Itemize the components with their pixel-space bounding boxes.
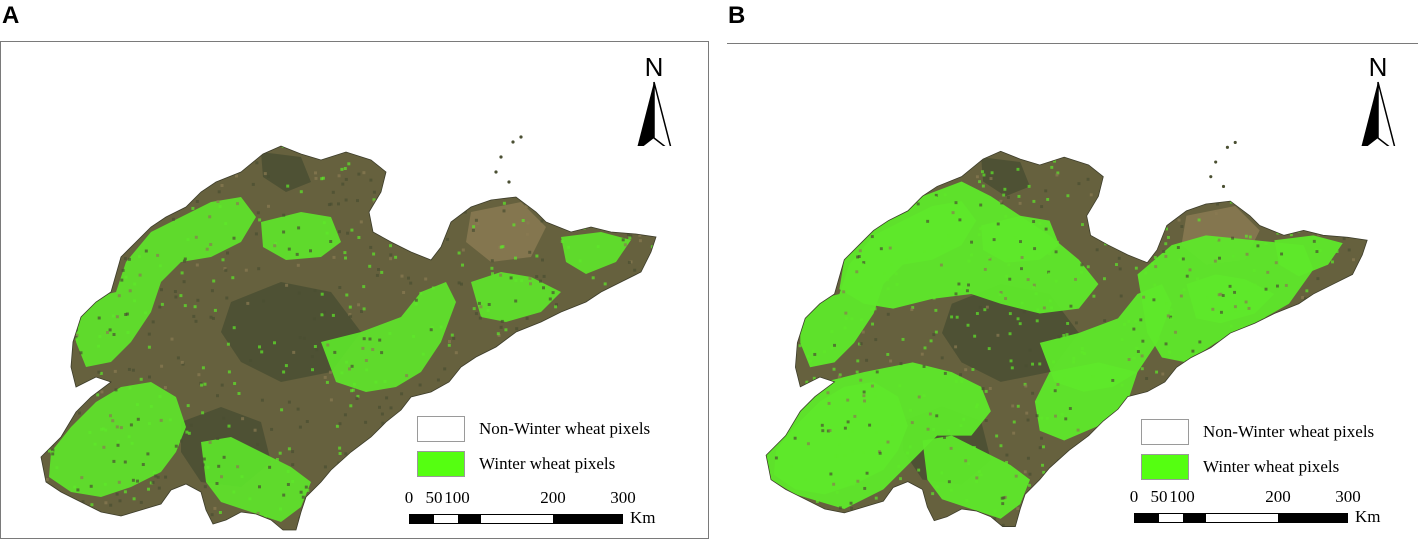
panel-a-label: A <box>2 2 20 29</box>
scale-tick-label: 200 <box>540 488 566 507</box>
legend-label-non-wheat: Non-Winter wheat pixels <box>479 419 651 438</box>
wheat-area <box>766 362 991 509</box>
island <box>1209 175 1213 179</box>
scale-tick-label: 300 <box>610 488 636 507</box>
north-arrow-b: N <box>1358 54 1398 146</box>
wheat-area <box>1039 284 1172 392</box>
legend-label-wheat: Winter wheat pixels <box>479 454 616 473</box>
map-panel-a: N Non-Winter wheat pixels Winter wheat p… <box>0 41 709 539</box>
legend-swatch-wheat <box>417 451 465 477</box>
scale-bar-graphic <box>1134 513 1348 523</box>
scale-bar-graphic <box>409 514 623 524</box>
panel-b-label: B <box>728 2 746 29</box>
island <box>499 155 503 159</box>
satellite-map-b <box>765 140 1368 527</box>
north-letter: N <box>644 52 664 82</box>
north-letter: N <box>1368 52 1388 82</box>
scale-bar-a: 0 50 100 200 300 Km <box>405 488 669 536</box>
scale-tick-label: 300 <box>1335 487 1361 506</box>
scale-unit-label: Km <box>630 508 656 527</box>
scale-tick-label: 100 <box>444 488 470 507</box>
island <box>1214 160 1218 164</box>
island <box>519 135 523 139</box>
wheat-area <box>1034 362 1138 441</box>
island <box>494 170 498 174</box>
legend-swatch-wheat <box>1141 454 1189 480</box>
scale-tick-label: 50 <box>1150 487 1168 506</box>
north-arrow-a: N <box>634 54 674 146</box>
satellite-map-a <box>40 135 657 531</box>
wheat-area <box>321 282 456 392</box>
map-panel-b: N Non-Winter wheat pixels Winter wheat p… <box>727 43 1418 541</box>
scale-unit-label: Km <box>1355 507 1381 526</box>
wheat-area <box>261 212 341 260</box>
north-arrow-icon <box>1361 81 1396 146</box>
island <box>507 180 511 184</box>
island <box>1233 140 1237 145</box>
island <box>1225 145 1229 149</box>
wheat-area <box>76 197 256 367</box>
wheat-area <box>471 272 561 322</box>
wheat-area <box>839 181 1099 314</box>
wheat-area <box>201 437 311 522</box>
scale-tick-label: 50 <box>425 488 443 507</box>
island <box>1221 184 1226 189</box>
scale-tick-label: 0 <box>1129 487 1139 506</box>
wheat-area <box>49 382 186 497</box>
legend-label-non-wheat: Non-Winter wheat pixels <box>1203 422 1375 441</box>
legend-swatch-non-wheat <box>1141 419 1189 445</box>
legend-swatch-non-wheat <box>417 416 465 442</box>
scale-tick-label: 0 <box>404 488 414 507</box>
scale-tick-label: 200 <box>1265 487 1291 506</box>
scale-tick-label: 100 <box>1169 487 1195 506</box>
island <box>511 140 515 144</box>
wheat-area <box>561 232 631 274</box>
wheat-area <box>1137 235 1314 363</box>
north-arrow-icon <box>637 81 672 146</box>
legend-label-wheat: Winter wheat pixels <box>1203 457 1340 476</box>
scale-bar-b: 0 50 100 200 300 Km <box>1130 487 1394 535</box>
